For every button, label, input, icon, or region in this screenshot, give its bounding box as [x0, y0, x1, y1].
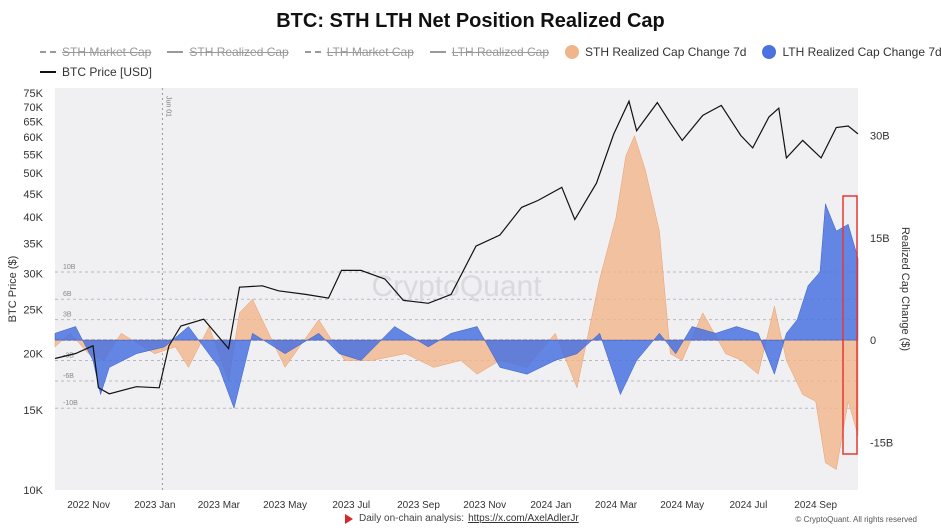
copyright: © CryptoQuant. All rights reserved — [795, 515, 918, 524]
legend-item[interactable]: BTC Price [USD] — [40, 65, 152, 79]
legend-label: BTC Price [USD] — [62, 65, 153, 79]
footer-text: Daily on-chain analysis: — [359, 513, 465, 524]
legend-swatch — [565, 45, 580, 59]
legend-row: BTC Price [USD] — [40, 62, 920, 82]
ref-line-label: -10B — [63, 400, 78, 407]
y-left-tick-label: 20K — [23, 348, 43, 360]
legend-swatch — [40, 51, 56, 53]
legend-item[interactable]: STH Realized Cap — [167, 45, 289, 59]
x-tick-label: 2024 Sep — [794, 500, 837, 511]
series-layer — [54, 99, 859, 471]
x-tick-label: 2024 Jan — [530, 500, 571, 511]
x-tick-label: 2023 Jul — [332, 500, 370, 511]
y-left-tick-label: 45K — [23, 189, 43, 201]
ref-line-label: 6B — [63, 291, 72, 298]
footer: Daily on-chain analysis: https://x.com/A… — [345, 513, 579, 524]
sth-change-area — [54, 134, 859, 471]
legend-label: STH Market Cap — [62, 45, 152, 59]
legend-label: STH Realized Cap Change 7d — [585, 45, 747, 59]
watermark: CryptoQuant — [371, 270, 542, 303]
btc-price-line — [54, 99, 859, 395]
x-tick-label: 2022 Nov — [67, 500, 110, 511]
legend-label: LTH Market Cap — [326, 45, 414, 59]
legend-swatch — [304, 51, 321, 53]
ref-line-label: 3B — [63, 312, 72, 319]
y-right-tick-label: 15B — [870, 233, 890, 245]
plot-area — [55, 88, 858, 490]
x-tick-label: 2023 May — [263, 500, 307, 511]
legend-label: LTH Realized Cap Change 7d — [782, 45, 941, 59]
x-tick-label: 2024 Jul — [729, 500, 767, 511]
y-right-tick-label: 30B — [870, 131, 890, 143]
y-left-tick-label: 65K — [23, 116, 43, 128]
highlight-box — [842, 195, 858, 455]
legend-label: STH Realized Cap — [189, 45, 289, 59]
legend-item[interactable]: LTH Market Cap — [304, 45, 414, 59]
legend-swatch — [167, 51, 184, 53]
x-tick-label: 2023 Nov — [463, 500, 506, 511]
y-axis-left-label: BTC Price ($) — [7, 256, 19, 323]
footer-link[interactable]: https://x.com/AxelAdlerJr — [468, 513, 579, 524]
y-left-tick-label: 40K — [23, 212, 43, 224]
y-left-tick-label: 60K — [23, 132, 43, 144]
x-tick-label: 2024 Mar — [595, 500, 638, 511]
legend-swatch — [40, 71, 56, 73]
annotation-label: Jun 01 — [164, 96, 171, 117]
flag-icon — [345, 513, 353, 524]
legend: STH Market Cap STH Realized Cap LTH Market… — [40, 42, 941, 82]
ref-line-label: 10B — [63, 264, 76, 271]
legend-swatch — [429, 51, 446, 53]
y-left-tick-label: 10K — [23, 485, 43, 497]
x-tick-label: 2023 Sep — [397, 500, 440, 511]
legend-item[interactable]: LTH Realized Cap — [429, 45, 550, 59]
x-tick-label: 2023 Mar — [198, 500, 241, 511]
legend-swatch — [762, 45, 777, 59]
ref-line-label: -6B — [63, 373, 74, 380]
y-left-tick-label: 75K — [23, 88, 43, 100]
y-left-tick-label: 50K — [23, 168, 43, 180]
legend-item[interactable]: STH Market Cap — [40, 45, 151, 59]
legend-item[interactable]: LTH Realized Cap Change 7d — [762, 45, 941, 59]
ref-line-label: -3B — [63, 353, 74, 360]
legend-item[interactable]: STH Realized Cap Change 7d — [565, 45, 746, 59]
y-left-tick-label: 35K — [23, 238, 43, 250]
y-right-tick-label: -15B — [870, 437, 893, 449]
y-left-tick-label: 30K — [23, 269, 43, 281]
y-left-tick-label: 55K — [23, 149, 43, 161]
y-left-tick-label: 15K — [23, 405, 43, 417]
legend-row: STH Market Cap STH Realized Cap LTH Market… — [40, 42, 941, 62]
lth-change-area — [54, 203, 859, 410]
y-left-tick-label: 70K — [23, 102, 43, 114]
x-tick-label: 2024 May — [660, 500, 704, 511]
y-left-tick-label: 25K — [23, 305, 43, 317]
y-axis-right-label: Realized Cap Change ($) — [899, 227, 911, 351]
chart-title: BTC: STH LTH Net Position Realized Cap — [276, 10, 665, 32]
legend-label: LTH Realized Cap — [451, 45, 550, 59]
y-right-tick-label: 0 — [870, 335, 876, 347]
x-tick-label: 2023 Jan — [134, 500, 175, 511]
axis-ticks: 10K 15K 20K 25K 30K 35K 40K 45K 50K 55K 60K 65K 70K 7… — [23, 88, 893, 511]
